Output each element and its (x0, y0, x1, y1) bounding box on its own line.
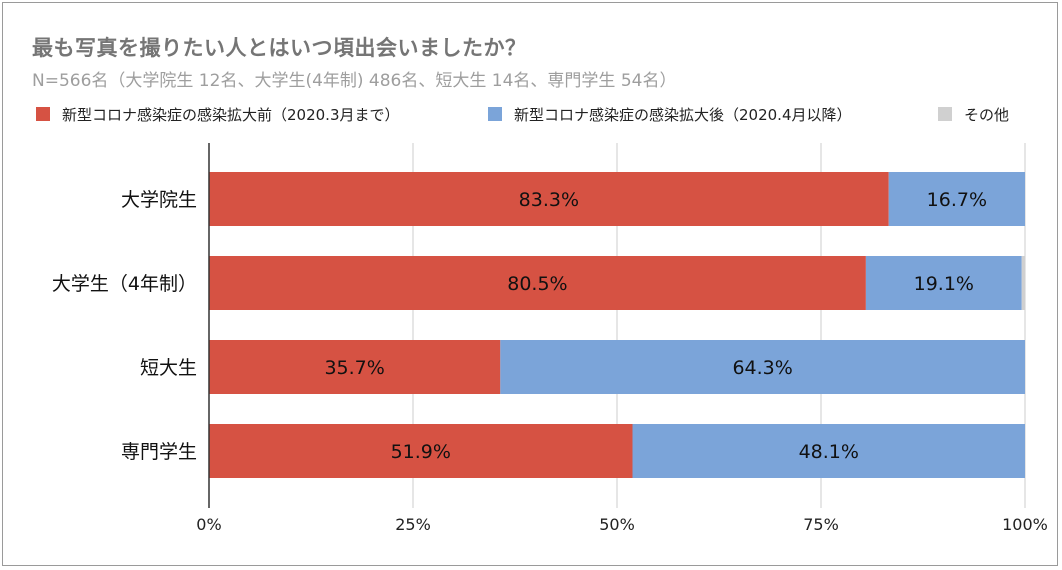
bar-segment (888, 172, 1025, 226)
legend-swatch-after (488, 107, 502, 121)
legend-label-after: 新型コロナ感染症の感染拡大後（2020.4月以降） (514, 105, 852, 124)
x-tick-label: 50% (599, 515, 635, 534)
category-label: 大学生（4年制） (52, 273, 197, 295)
x-tick-label: 75% (803, 515, 839, 534)
chart-title: 最も写真を撮りたい人とはいつ頃出会いましたか？ (32, 36, 527, 60)
category-label: 大学院生 (121, 189, 197, 211)
legend-item-other: その他 (938, 102, 1009, 126)
bar-segment (209, 172, 889, 226)
data-label: 83.3% (519, 189, 579, 211)
data-label: 48.1% (799, 441, 859, 463)
legend: 新型コロナ感染症の感染拡大前（2020.3月まで） 新型コロナ感染症の感染拡大後… (36, 102, 1036, 126)
data-label: 35.7% (324, 357, 384, 379)
data-label: 51.9% (391, 441, 451, 463)
legend-label-other: その他 (964, 105, 1010, 124)
chart-subtitle: N=566名（大学院生 12名、大学生(4年制) 486名、短大生 14名、専門… (32, 71, 677, 91)
legend-item-after: 新型コロナ感染症の感染拡大後（2020.4月以降） (488, 102, 852, 126)
x-tick-label: 0% (196, 515, 221, 534)
data-label: 64.3% (732, 357, 792, 379)
category-label: 専門学生 (121, 441, 197, 463)
bar-segment (632, 424, 1025, 478)
bar-segment (209, 340, 501, 394)
bar-segment (865, 256, 1022, 310)
data-label: 16.7% (927, 189, 987, 211)
legend-item-before: 新型コロナ感染症の感染拡大前（2020.3月まで） (36, 102, 400, 126)
bar-segment (500, 340, 1025, 394)
data-label: 19.1% (914, 273, 974, 295)
x-tick-label: 25% (395, 515, 431, 534)
data-label: 80.5% (507, 273, 567, 295)
legend-label-before: 新型コロナ感染症の感染拡大前（2020.3月まで） (62, 105, 400, 124)
bar-segment (209, 256, 866, 310)
bar-segment (209, 424, 633, 478)
legend-swatch-before (36, 107, 50, 121)
bar-segment (1021, 256, 1025, 310)
x-tick-label: 100% (1002, 515, 1048, 534)
category-label: 短大生 (140, 357, 197, 379)
legend-swatch-other (938, 107, 952, 121)
